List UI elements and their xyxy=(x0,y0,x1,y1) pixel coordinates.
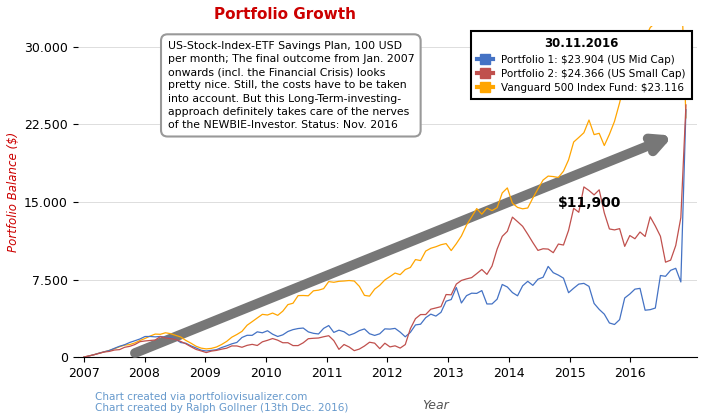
Text: $11,900: $11,900 xyxy=(558,196,621,210)
Text: Year: Year xyxy=(422,399,449,411)
Legend: Portfolio 1: $23.904 (US Mid Cap), Portfolio 2: $24.366 (US Small Cap), Vanguard: Portfolio 1: $23.904 (US Mid Cap), Portf… xyxy=(471,31,692,99)
Y-axis label: Portfolio Balance ($): Portfolio Balance ($) xyxy=(7,131,20,252)
Text: US-Stock-Index-ETF Savings Plan, 100 USD
per month; The final outcome from Jan. : US-Stock-Index-ETF Savings Plan, 100 USD… xyxy=(168,41,414,130)
Text: Portfolio Growth: Portfolio Growth xyxy=(214,7,356,22)
Text: Chart created by Ralph Gollner (13th Dec. 2016): Chart created by Ralph Gollner (13th Dec… xyxy=(95,403,348,413)
Text: Chart created via portfoliovisualizer.com: Chart created via portfoliovisualizer.co… xyxy=(95,392,308,402)
